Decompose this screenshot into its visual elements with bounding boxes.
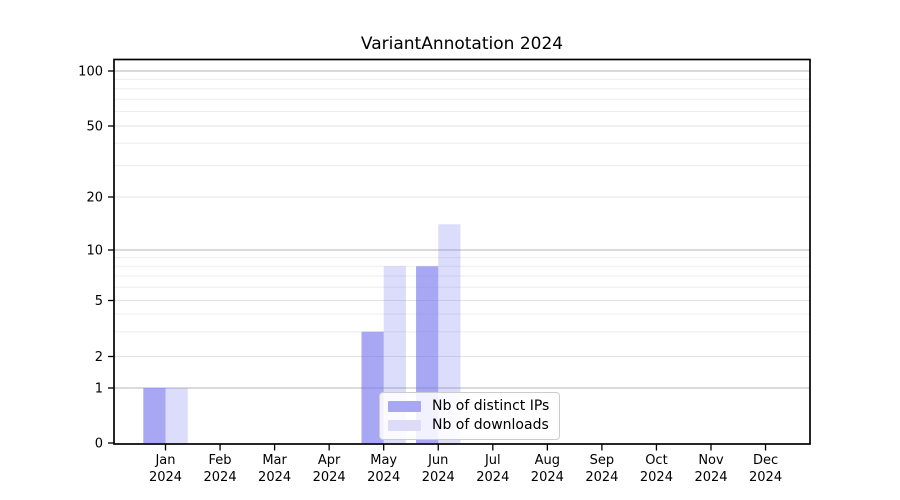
bar-nb-of-downloads-jan	[165, 388, 188, 444]
x-tick-month-label-dec: Dec	[753, 453, 778, 468]
x-tick-year-label-may: 2024	[367, 470, 400, 485]
x-tick-month-label-oct: Oct	[645, 453, 667, 468]
legend-entry-nb-of-distinct-ips: Nb of distinct IPs	[388, 399, 549, 413]
plot-border	[113, 58, 811, 445]
x-tick-month-label-may: May	[370, 453, 397, 468]
x-tick-year-label-jul: 2024	[476, 470, 509, 485]
x-tick-year-label-nov: 2024	[694, 470, 727, 485]
y-tick-label-100: 100	[78, 65, 103, 80]
x-tick-year-label-oct: 2024	[640, 470, 673, 485]
x-tick-month-label-sep: Sep	[590, 453, 615, 468]
x-tick-month-label-mar: Mar	[262, 453, 287, 468]
x-tick-month-label-aug: Aug	[535, 453, 560, 468]
x-tick-month-label-jun: Jun	[427, 453, 448, 468]
y-tick-label-20: 20	[86, 191, 103, 206]
y-tick-label-5: 5	[95, 294, 103, 309]
legend-label-nb-of-downloads: Nb of downloads	[432, 417, 549, 433]
legend-label-nb-of-distinct-ips: Nb of distinct IPs	[432, 398, 550, 414]
x-tick-year-label-aug: 2024	[531, 470, 564, 485]
bar-nb-of-distinct-ips-jan	[143, 388, 166, 444]
x-tick-year-label-jan: 2024	[149, 470, 182, 485]
bar-nb-of-distinct-ips-may	[361, 331, 384, 444]
chart-title: VariantAnnotation 2024	[360, 34, 564, 54]
x-tick-year-label-apr: 2024	[313, 470, 346, 485]
x-tick-year-label-feb: 2024	[204, 470, 237, 485]
y-tick-label-0: 0	[95, 437, 103, 452]
x-tick-month-label-feb: Feb	[209, 453, 232, 468]
x-tick-year-label-mar: 2024	[258, 470, 291, 485]
legend-swatch-nb-of-distinct-ips	[388, 400, 421, 412]
legend-entry-nb-of-downloads: Nb of downloads	[388, 418, 549, 432]
y-tick-label-10: 10	[86, 244, 103, 259]
legend-swatch-nb-of-downloads	[388, 419, 421, 431]
x-tick-year-label-dec: 2024	[749, 470, 782, 485]
y-tick-label-50: 50	[86, 120, 103, 135]
x-tick-month-label-nov: Nov	[698, 453, 724, 468]
x-tick-month-label-apr: Apr	[318, 453, 341, 468]
y-tick-label-1: 1	[95, 382, 103, 397]
x-tick-year-label-jun: 2024	[422, 470, 455, 485]
y-tick-label-2: 2	[95, 350, 103, 365]
x-tick-year-label-sep: 2024	[585, 470, 618, 485]
legend: Nb of distinct IPs Nb of downloads	[379, 392, 561, 440]
x-tick-month-label-jan: Jan	[154, 453, 175, 468]
bar-nb-of-downloads-jun	[438, 224, 461, 444]
x-tick-month-label-jul: Jul	[484, 453, 501, 468]
